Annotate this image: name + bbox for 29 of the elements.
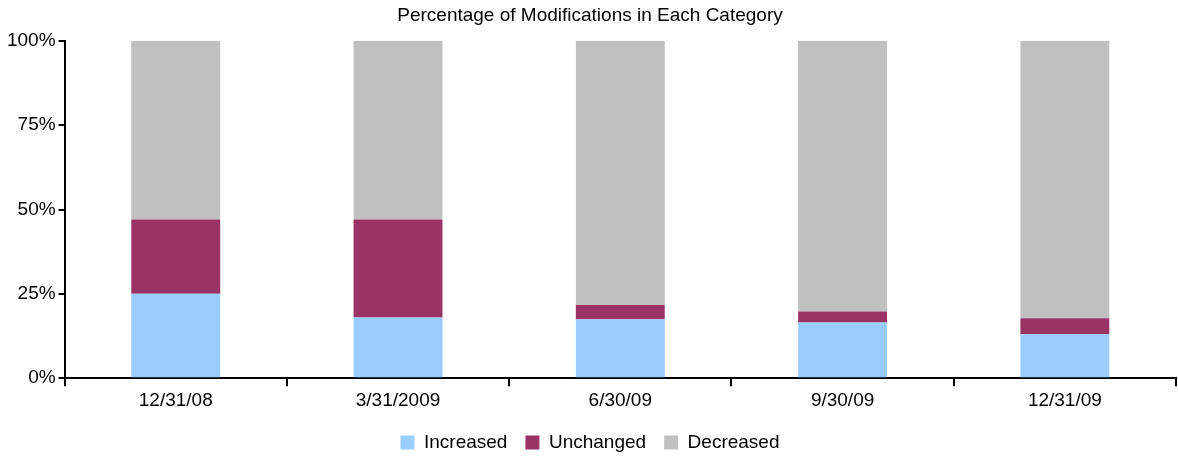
legend-label: Unchanged	[548, 430, 647, 452]
bar	[131, 293, 221, 378]
bar	[353, 317, 443, 378]
bar	[798, 311, 888, 323]
bar	[575, 319, 665, 378]
bar	[131, 40, 221, 220]
legend-label: Increased	[423, 430, 508, 452]
bar	[1020, 318, 1110, 335]
y-tick-label: 25%	[17, 282, 56, 304]
bar	[353, 219, 443, 318]
bar	[798, 322, 888, 378]
x-tick-label: 9/30/09	[810, 388, 875, 410]
bar	[1020, 40, 1110, 319]
bar	[798, 40, 888, 312]
x-tick-label: 12/31/09	[1027, 388, 1102, 410]
bar	[1020, 334, 1110, 378]
chart-title: Percentage of Modifications in Each Category	[397, 3, 784, 25]
bar	[131, 219, 221, 294]
legend-label: Decreased	[687, 430, 780, 452]
x-tick-label: 12/31/08	[138, 388, 213, 410]
bar	[353, 40, 443, 220]
bar	[575, 304, 665, 320]
y-tick-label: 100%	[6, 29, 56, 51]
y-tick-label: 0%	[28, 366, 56, 388]
x-tick-label: 3/31/2009	[355, 388, 441, 410]
y-tick-label: 75%	[17, 113, 56, 135]
bar	[575, 40, 665, 305]
y-tick-label: 50%	[17, 197, 56, 219]
x-tick-label: 6/30/09	[588, 388, 652, 410]
